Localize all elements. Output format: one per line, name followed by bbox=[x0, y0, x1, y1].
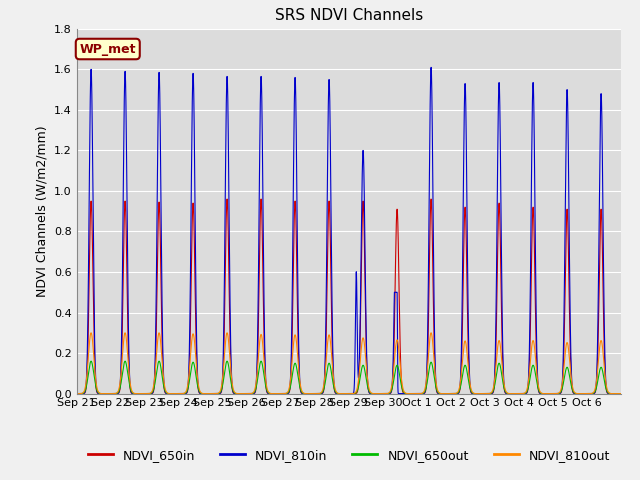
Title: SRS NDVI Channels: SRS NDVI Channels bbox=[275, 9, 423, 24]
Y-axis label: NDVI Channels (W/m2/mm): NDVI Channels (W/m2/mm) bbox=[36, 125, 49, 297]
Legend: NDVI_650in, NDVI_810in, NDVI_650out, NDVI_810out: NDVI_650in, NDVI_810in, NDVI_650out, NDV… bbox=[83, 444, 615, 467]
Text: WP_met: WP_met bbox=[79, 43, 136, 56]
